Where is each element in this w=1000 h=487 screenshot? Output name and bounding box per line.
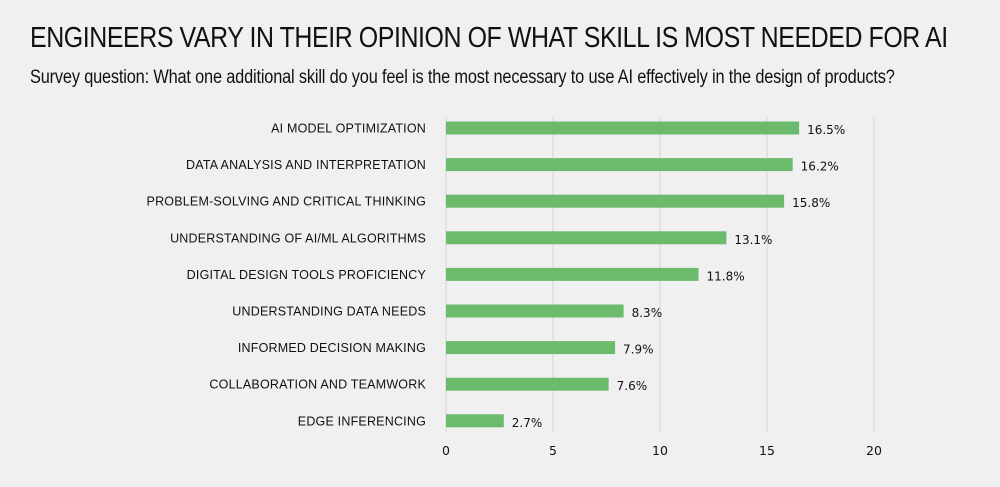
value-label: 7.9%	[623, 343, 654, 357]
bar	[446, 194, 785, 208]
category-label: INFORMED DECISION MAKING	[238, 341, 426, 355]
x-tick-label: 0	[442, 443, 450, 458]
bar	[446, 377, 609, 391]
bar	[446, 341, 616, 355]
value-label: 15.8%	[792, 196, 830, 210]
bar	[446, 121, 800, 135]
chart-subtitle: Survey question: What one additional ski…	[30, 67, 895, 88]
bar	[446, 231, 727, 245]
category-label: UNDERSTANDING DATA NEEDS	[232, 305, 426, 319]
category-label: DIGITAL DESIGN TOOLS PROFICIENCY	[187, 268, 427, 282]
value-label: 11.8%	[707, 269, 745, 283]
value-label: 16.2%	[801, 160, 839, 174]
x-tick-label: 5	[549, 443, 557, 458]
category-label: COLLABORATION AND TEAMWORK	[209, 378, 426, 392]
x-tick-label: 20	[866, 443, 882, 458]
category-label: PROBLEM-SOLVING AND CRITICAL THINKING	[147, 195, 426, 209]
value-label: 13.1%	[734, 233, 772, 247]
chart-title: ENGINEERS VARY IN THEIR OPINION OF WHAT …	[30, 22, 948, 54]
bar	[446, 267, 699, 281]
value-label: 2.7%	[512, 416, 543, 430]
bar	[446, 158, 793, 172]
value-label: 8.3%	[632, 306, 663, 320]
category-label: EDGE INFERENCING	[298, 414, 426, 428]
value-label: 7.6%	[617, 379, 648, 393]
value-label: 16.5%	[807, 123, 845, 137]
x-tick-label: 10	[652, 443, 668, 458]
x-tick-label: 15	[759, 443, 775, 458]
bar	[446, 304, 624, 318]
category-label: UNDERSTANDING OF AI/ML ALGORITHMS	[170, 231, 426, 245]
category-label: AI MODEL OPTIMIZATION	[271, 122, 426, 136]
category-label: DATA ANALYSIS AND INTERPRETATION	[186, 158, 426, 172]
bar	[446, 414, 504, 428]
